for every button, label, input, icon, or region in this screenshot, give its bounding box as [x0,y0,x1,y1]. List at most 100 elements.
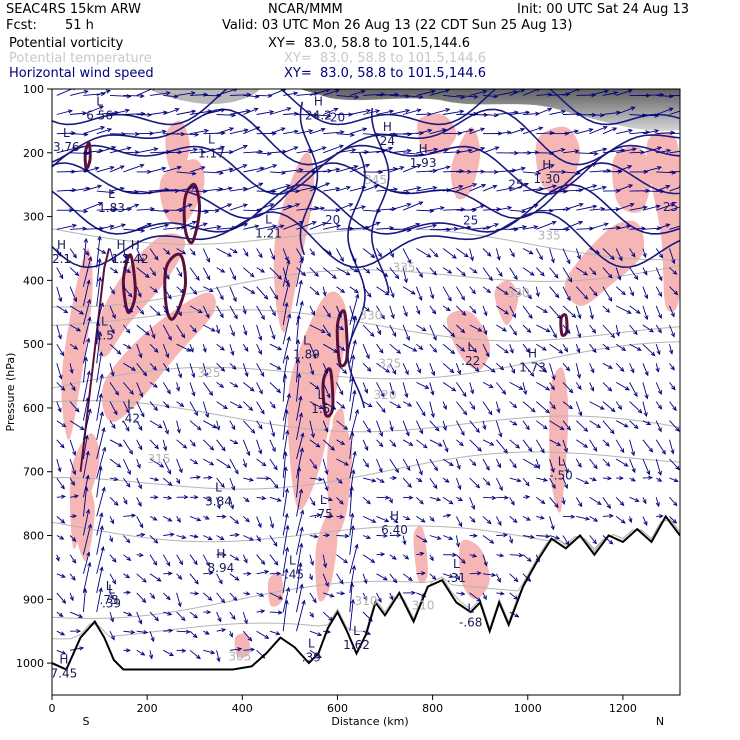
wind-vector-head [352,339,357,345]
wind-vector-head [78,613,84,618]
wind-vector [56,516,65,524]
wind-vector [536,132,554,135]
wind-vector [202,363,208,377]
wind-vector [443,110,464,115]
wind-vector-head [566,329,571,334]
wind-vector-head [488,276,493,282]
wind-vector [243,382,255,392]
wind-vector [495,573,501,583]
wind-vector [56,401,62,412]
wind-vector [189,630,198,638]
wind-vector [349,432,354,460]
wind-vector [402,439,413,446]
wind-vector [349,544,358,574]
wind-vector-head [448,500,454,505]
wind-vector [296,248,304,261]
wind-vector-head [565,92,571,97]
wind-vector [629,206,647,211]
wind-vector [69,401,80,412]
wind-vector-head [626,224,632,229]
wind-vector-head [497,463,501,469]
wind-vector [362,458,369,468]
wind-vector [136,649,145,656]
wind-vector-head [542,424,548,430]
wind-vector [96,277,101,306]
wind-vector-head [234,519,240,524]
wind-vector [642,497,647,504]
wind-vector-head [206,275,211,281]
wind-vector [549,286,560,298]
wind-vector-head [234,532,240,538]
wind-vector [149,130,166,135]
wind-vector-head [389,426,394,432]
y-tick-label: 1000 [16,657,44,670]
wind-vector-head [354,543,359,549]
wind-vector [123,324,131,334]
y-tick-label: 400 [23,274,44,287]
wind-vector [589,267,597,275]
wind-vector-head [57,467,62,473]
wind-vector [629,286,634,296]
wind-vector [243,126,260,135]
wind-vector [283,92,298,96]
wind-vector-head [271,432,276,438]
wind-vector [136,611,142,624]
wind-vector [562,363,570,371]
wind-vector-head [72,146,78,152]
wind-vector [242,420,255,434]
wind-vector [162,286,172,299]
wind-vector [469,343,477,353]
wind-vector-head [436,535,442,540]
wind-vector-head [217,617,222,623]
wind-vector-head [163,309,168,315]
pv-shaded-region [287,291,348,511]
wind-vector [56,224,77,230]
wind-vector [376,362,390,373]
wind-vector-head [643,270,648,276]
wind-vector-head [310,433,315,439]
wind-vector [642,477,652,479]
wind-vector [136,286,142,297]
wind-vector-head [480,127,486,132]
wind-vector-head [542,308,548,313]
wind-vector [615,496,625,506]
extremum-marker: H [542,158,551,172]
wind-vector-head [540,448,545,454]
wind-vector-head [110,329,115,335]
wind-vector [416,129,432,135]
wind-vector-head [610,429,615,435]
wind-vector [176,630,190,633]
wind-vector-head [344,533,350,539]
wind-vector-head [551,220,557,225]
wind-vector [496,169,516,173]
wind-vector [522,151,539,154]
wind-vector [429,477,438,489]
wind-vector-head [548,208,554,213]
wind-vector [589,401,605,410]
wind-vector [282,547,288,574]
wind-vector-head [179,288,185,294]
wind-vector [522,382,527,395]
wind-vector [416,572,425,575]
wind-vector-head [136,463,141,469]
wind-vector-head [110,519,115,525]
wind-vector-head [345,271,351,276]
wind-vector [363,209,381,212]
wind-vector-head [670,365,675,371]
wind-vector-head [578,202,584,207]
wind-vector-head [412,347,418,352]
wind-vector-head [502,327,507,332]
wind-vector-head [84,434,89,440]
wind-vector [176,516,181,523]
wind-vector-head [215,425,221,431]
wind-vector-head [298,488,304,494]
wind-vector-head [295,189,300,194]
wind-vector-head [249,387,255,392]
wind-vector [82,238,87,268]
wind-vector-head [469,256,474,262]
wind-vector-head [124,108,131,113]
wind-vector-head [109,224,115,229]
wind-vector-head [554,293,560,299]
wind-vector-head [419,429,423,435]
wind-vector-head [459,109,465,114]
